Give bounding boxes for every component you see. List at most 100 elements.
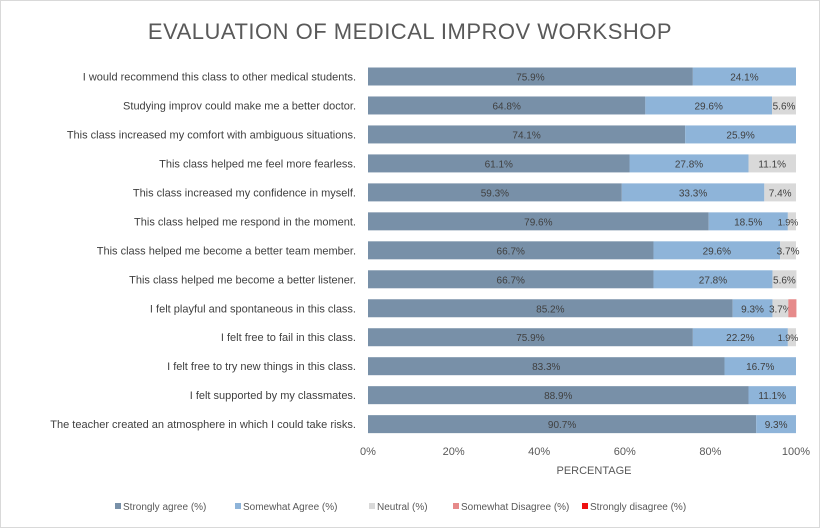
bar-segment <box>368 125 686 144</box>
bar-segment <box>732 299 773 318</box>
data-label: 9.3% <box>765 420 788 431</box>
data-label: 75.9% <box>516 333 544 344</box>
data-label: 16.7% <box>746 362 774 373</box>
category-label: This class helped me become a better tea… <box>97 245 356 257</box>
data-label: 3.7% <box>777 246 800 257</box>
legend-label: Somewhat Agree (%) <box>243 502 338 513</box>
data-label: 1.9% <box>778 217 799 227</box>
data-label: 25.9% <box>726 130 754 141</box>
data-label: 66.7% <box>497 275 525 286</box>
bar-segment <box>748 154 796 173</box>
bar-segment <box>645 96 773 115</box>
legend-label: Neutral (%) <box>377 502 428 513</box>
category-label: This class increased my confidence in my… <box>133 187 356 199</box>
data-label: 9.3% <box>741 304 764 315</box>
category-label: I felt free to try new things in this cl… <box>167 361 356 373</box>
bar-segment <box>368 241 654 260</box>
bar-segment <box>368 328 693 347</box>
x-tick-label: 40% <box>528 446 550 458</box>
bar-segment <box>653 241 781 260</box>
chart-title: EVALUATION OF MEDICAL IMPROV WORKSHOP <box>147 19 673 44</box>
data-label: 83.3% <box>532 362 560 373</box>
data-label: 7.4% <box>769 188 792 199</box>
data-label: 5.6% <box>773 101 796 112</box>
data-label: 59.3% <box>481 188 509 199</box>
bar-segment <box>368 154 630 173</box>
data-label: 75.9% <box>516 73 544 84</box>
x-tick-label: 60% <box>614 446 636 458</box>
category-label: Studying improv could make me a better d… <box>123 100 356 112</box>
data-label: 33.3% <box>679 188 707 199</box>
legend-label: Strongly agree (%) <box>123 502 206 513</box>
data-label: 11.1% <box>758 159 786 170</box>
bar-segment <box>692 328 788 347</box>
data-label: 18.5% <box>734 217 762 228</box>
data-label: 24.1% <box>730 73 758 84</box>
data-label: 29.6% <box>703 246 731 257</box>
bar-segment <box>788 299 797 318</box>
bar-segment <box>692 67 796 86</box>
category-label: This class helped me feel more fearless. <box>159 158 356 170</box>
bar-segment <box>368 299 733 318</box>
category-label: This class increased my comfort with amb… <box>67 129 356 141</box>
bar-segment <box>368 96 646 115</box>
bar-segment <box>772 96 796 115</box>
x-tick-label: 100% <box>782 446 810 458</box>
category-label: I felt playful and spontaneous in this c… <box>150 303 356 315</box>
data-label: 88.9% <box>544 391 572 402</box>
x-tick-label: 0% <box>360 446 376 458</box>
data-label: 22.2% <box>726 333 754 344</box>
bar-segment <box>653 270 773 289</box>
legend-swatch <box>115 503 121 509</box>
legend-label: Strongly disagree (%) <box>590 502 686 513</box>
bar-segment <box>368 212 709 231</box>
bar-segment <box>748 386 796 405</box>
data-label: 79.6% <box>524 217 552 228</box>
bar-segment <box>629 154 749 173</box>
category-label: This class helped me respond in the mome… <box>134 216 356 228</box>
x-axis-title: PERCENTAGE <box>557 465 632 477</box>
data-label: 3.7% <box>769 304 792 315</box>
x-tick-label: 80% <box>699 446 721 458</box>
bar-segment <box>780 241 796 260</box>
data-label: 90.7% <box>548 420 576 431</box>
legend-swatch <box>582 503 588 509</box>
bar-segment <box>708 212 788 231</box>
legend-swatch <box>453 503 459 509</box>
data-label: 66.7% <box>497 246 525 257</box>
bar-segment <box>368 415 757 434</box>
category-label: I would recommend this class to other me… <box>83 72 356 84</box>
category-label: This class helped me become a better lis… <box>129 274 356 286</box>
bar-segment <box>724 357 796 376</box>
legend-swatch <box>369 503 375 509</box>
legend-swatch <box>235 503 241 509</box>
data-label: 27.8% <box>675 159 703 170</box>
x-tick-label: 20% <box>443 446 465 458</box>
data-label: 85.2% <box>536 304 564 315</box>
data-label: 29.6% <box>695 101 723 112</box>
bar-segment <box>368 357 725 376</box>
bar-segment <box>368 67 693 86</box>
bar-segment <box>787 212 796 231</box>
category-label: I felt supported by my classmates. <box>190 390 356 402</box>
bar-segment <box>368 183 622 202</box>
bar-segment <box>368 386 749 405</box>
bar-segment <box>621 183 765 202</box>
category-label: I felt free to fail in this class. <box>221 332 356 344</box>
bar-segment <box>756 415 796 434</box>
data-label: 61.1% <box>485 159 513 170</box>
data-label: 64.8% <box>492 101 520 112</box>
bar-segment <box>685 125 796 144</box>
bar-segment <box>764 183 796 202</box>
data-label: 74.1% <box>512 130 540 141</box>
bar-segment <box>787 328 796 347</box>
bar-segment <box>368 270 654 289</box>
category-label: The teacher created an atmosphere in whi… <box>50 419 356 431</box>
bar-segment <box>772 299 789 318</box>
data-label: 11.1% <box>758 391 786 402</box>
data-label: 1.9% <box>778 333 799 343</box>
data-label: 27.8% <box>699 275 727 286</box>
legend-label: Somewhat Disagree (%) <box>461 502 569 513</box>
